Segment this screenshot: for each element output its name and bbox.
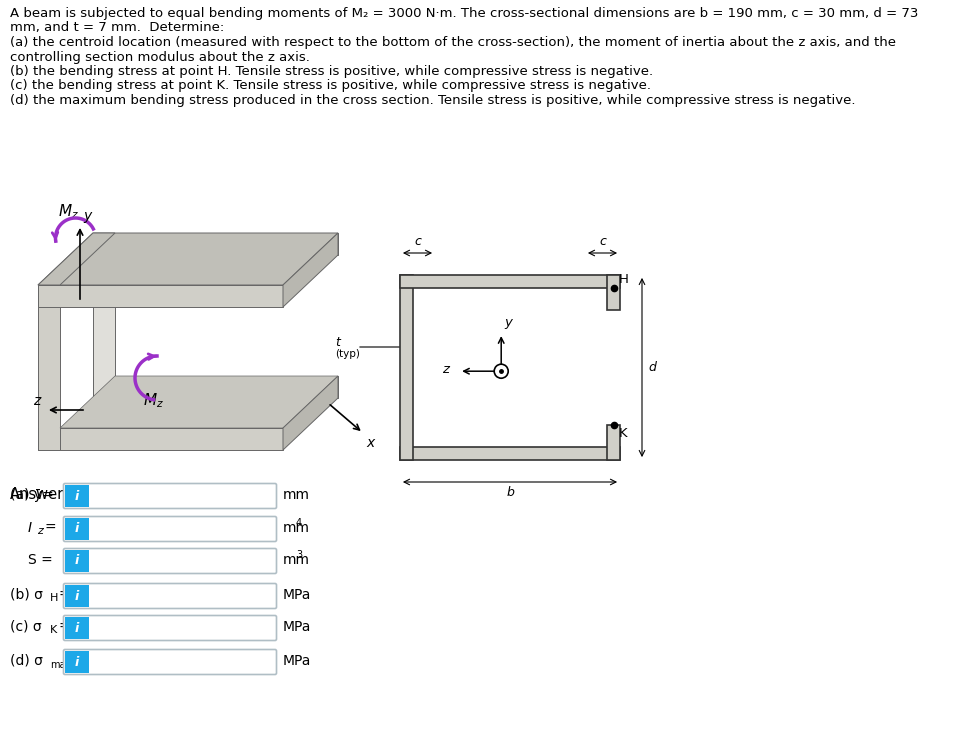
Text: =: = <box>44 521 56 535</box>
FancyBboxPatch shape <box>64 516 277 541</box>
Text: (c) σ: (c) σ <box>10 620 41 634</box>
Text: MPa: MPa <box>283 620 312 634</box>
Text: b: b <box>506 486 514 499</box>
Text: K: K <box>619 427 627 440</box>
Polygon shape <box>38 233 338 285</box>
Text: z: z <box>442 362 449 376</box>
FancyBboxPatch shape <box>64 649 277 674</box>
Polygon shape <box>38 428 283 450</box>
Text: =: = <box>59 620 70 634</box>
Text: H: H <box>50 593 58 603</box>
FancyBboxPatch shape <box>64 584 277 609</box>
Text: i: i <box>75 522 79 535</box>
Bar <box>607 275 620 310</box>
Bar <box>400 275 413 460</box>
Text: A beam is subjected to equal bending moments of M₂ = 3000 N·m. The cross-section: A beam is subjected to equal bending mom… <box>10 7 919 20</box>
Text: y: y <box>504 316 512 329</box>
Text: mm: mm <box>283 488 310 502</box>
Text: max: max <box>50 660 71 670</box>
Text: c: c <box>414 235 421 248</box>
Text: 3: 3 <box>296 550 302 560</box>
Text: K: K <box>50 625 57 635</box>
Text: (a) ȳ=: (a) ȳ= <box>10 488 54 502</box>
Text: mm: mm <box>283 521 310 535</box>
Text: y: y <box>83 209 92 223</box>
Text: i: i <box>75 554 79 568</box>
FancyBboxPatch shape <box>64 548 277 574</box>
Bar <box>400 275 620 288</box>
Polygon shape <box>283 233 338 307</box>
Polygon shape <box>93 233 115 398</box>
Text: i: i <box>75 655 79 668</box>
Text: t: t <box>335 337 340 350</box>
Text: S =: S = <box>28 553 53 567</box>
Text: H: H <box>619 273 628 286</box>
Bar <box>400 447 620 460</box>
Polygon shape <box>93 376 338 398</box>
Polygon shape <box>283 376 338 450</box>
Text: d: d <box>648 361 656 374</box>
Text: 4: 4 <box>296 518 302 528</box>
Text: mm, and t = 7 mm.  Determine:: mm, and t = 7 mm. Determine: <box>10 21 224 35</box>
Text: (d) the maximum bending stress produced in the cross section. Tensile stress is : (d) the maximum bending stress produced … <box>10 94 856 107</box>
Text: (c) the bending stress at point K. Tensile stress is positive, while compressive: (c) the bending stress at point K. Tensi… <box>10 79 651 93</box>
Text: i: i <box>75 489 79 503</box>
Text: c: c <box>599 235 606 248</box>
FancyBboxPatch shape <box>64 615 277 640</box>
Text: I: I <box>28 521 32 535</box>
Text: (b) the bending stress at point H. Tensile stress is positive, while compressive: (b) the bending stress at point H. Tensi… <box>10 65 653 78</box>
Text: Answer:: Answer: <box>10 487 69 502</box>
Text: (typ): (typ) <box>335 349 360 359</box>
Text: mm: mm <box>283 553 310 567</box>
Text: x: x <box>366 436 374 450</box>
Text: z: z <box>33 394 40 408</box>
Text: (a) the centroid location (measured with respect to the bottom of the cross-sect: (a) the centroid location (measured with… <box>10 36 896 49</box>
Polygon shape <box>38 285 60 450</box>
Text: z: z <box>37 526 42 536</box>
Text: =: = <box>70 654 82 668</box>
Circle shape <box>494 364 509 378</box>
Text: i: i <box>75 621 79 634</box>
Polygon shape <box>93 233 338 255</box>
Text: $M_z$: $M_z$ <box>143 391 164 410</box>
FancyBboxPatch shape <box>64 483 277 509</box>
Text: i: i <box>75 590 79 602</box>
Text: (b) σ: (b) σ <box>10 588 42 602</box>
Bar <box>65 651 89 673</box>
Bar <box>65 550 89 572</box>
Text: controlling section modulus about the z axis.: controlling section modulus about the z … <box>10 51 310 63</box>
Bar <box>65 518 89 540</box>
Bar <box>65 585 89 607</box>
Polygon shape <box>60 376 338 428</box>
Text: =: = <box>59 588 70 602</box>
Bar <box>65 485 89 507</box>
Text: MPa: MPa <box>283 588 312 602</box>
Text: $M_z$: $M_z$ <box>58 202 79 221</box>
Text: MPa: MPa <box>283 654 312 668</box>
Bar <box>607 425 620 460</box>
Polygon shape <box>38 285 283 307</box>
Text: (d) σ: (d) σ <box>10 654 42 668</box>
Polygon shape <box>38 233 115 285</box>
Bar <box>65 617 89 639</box>
